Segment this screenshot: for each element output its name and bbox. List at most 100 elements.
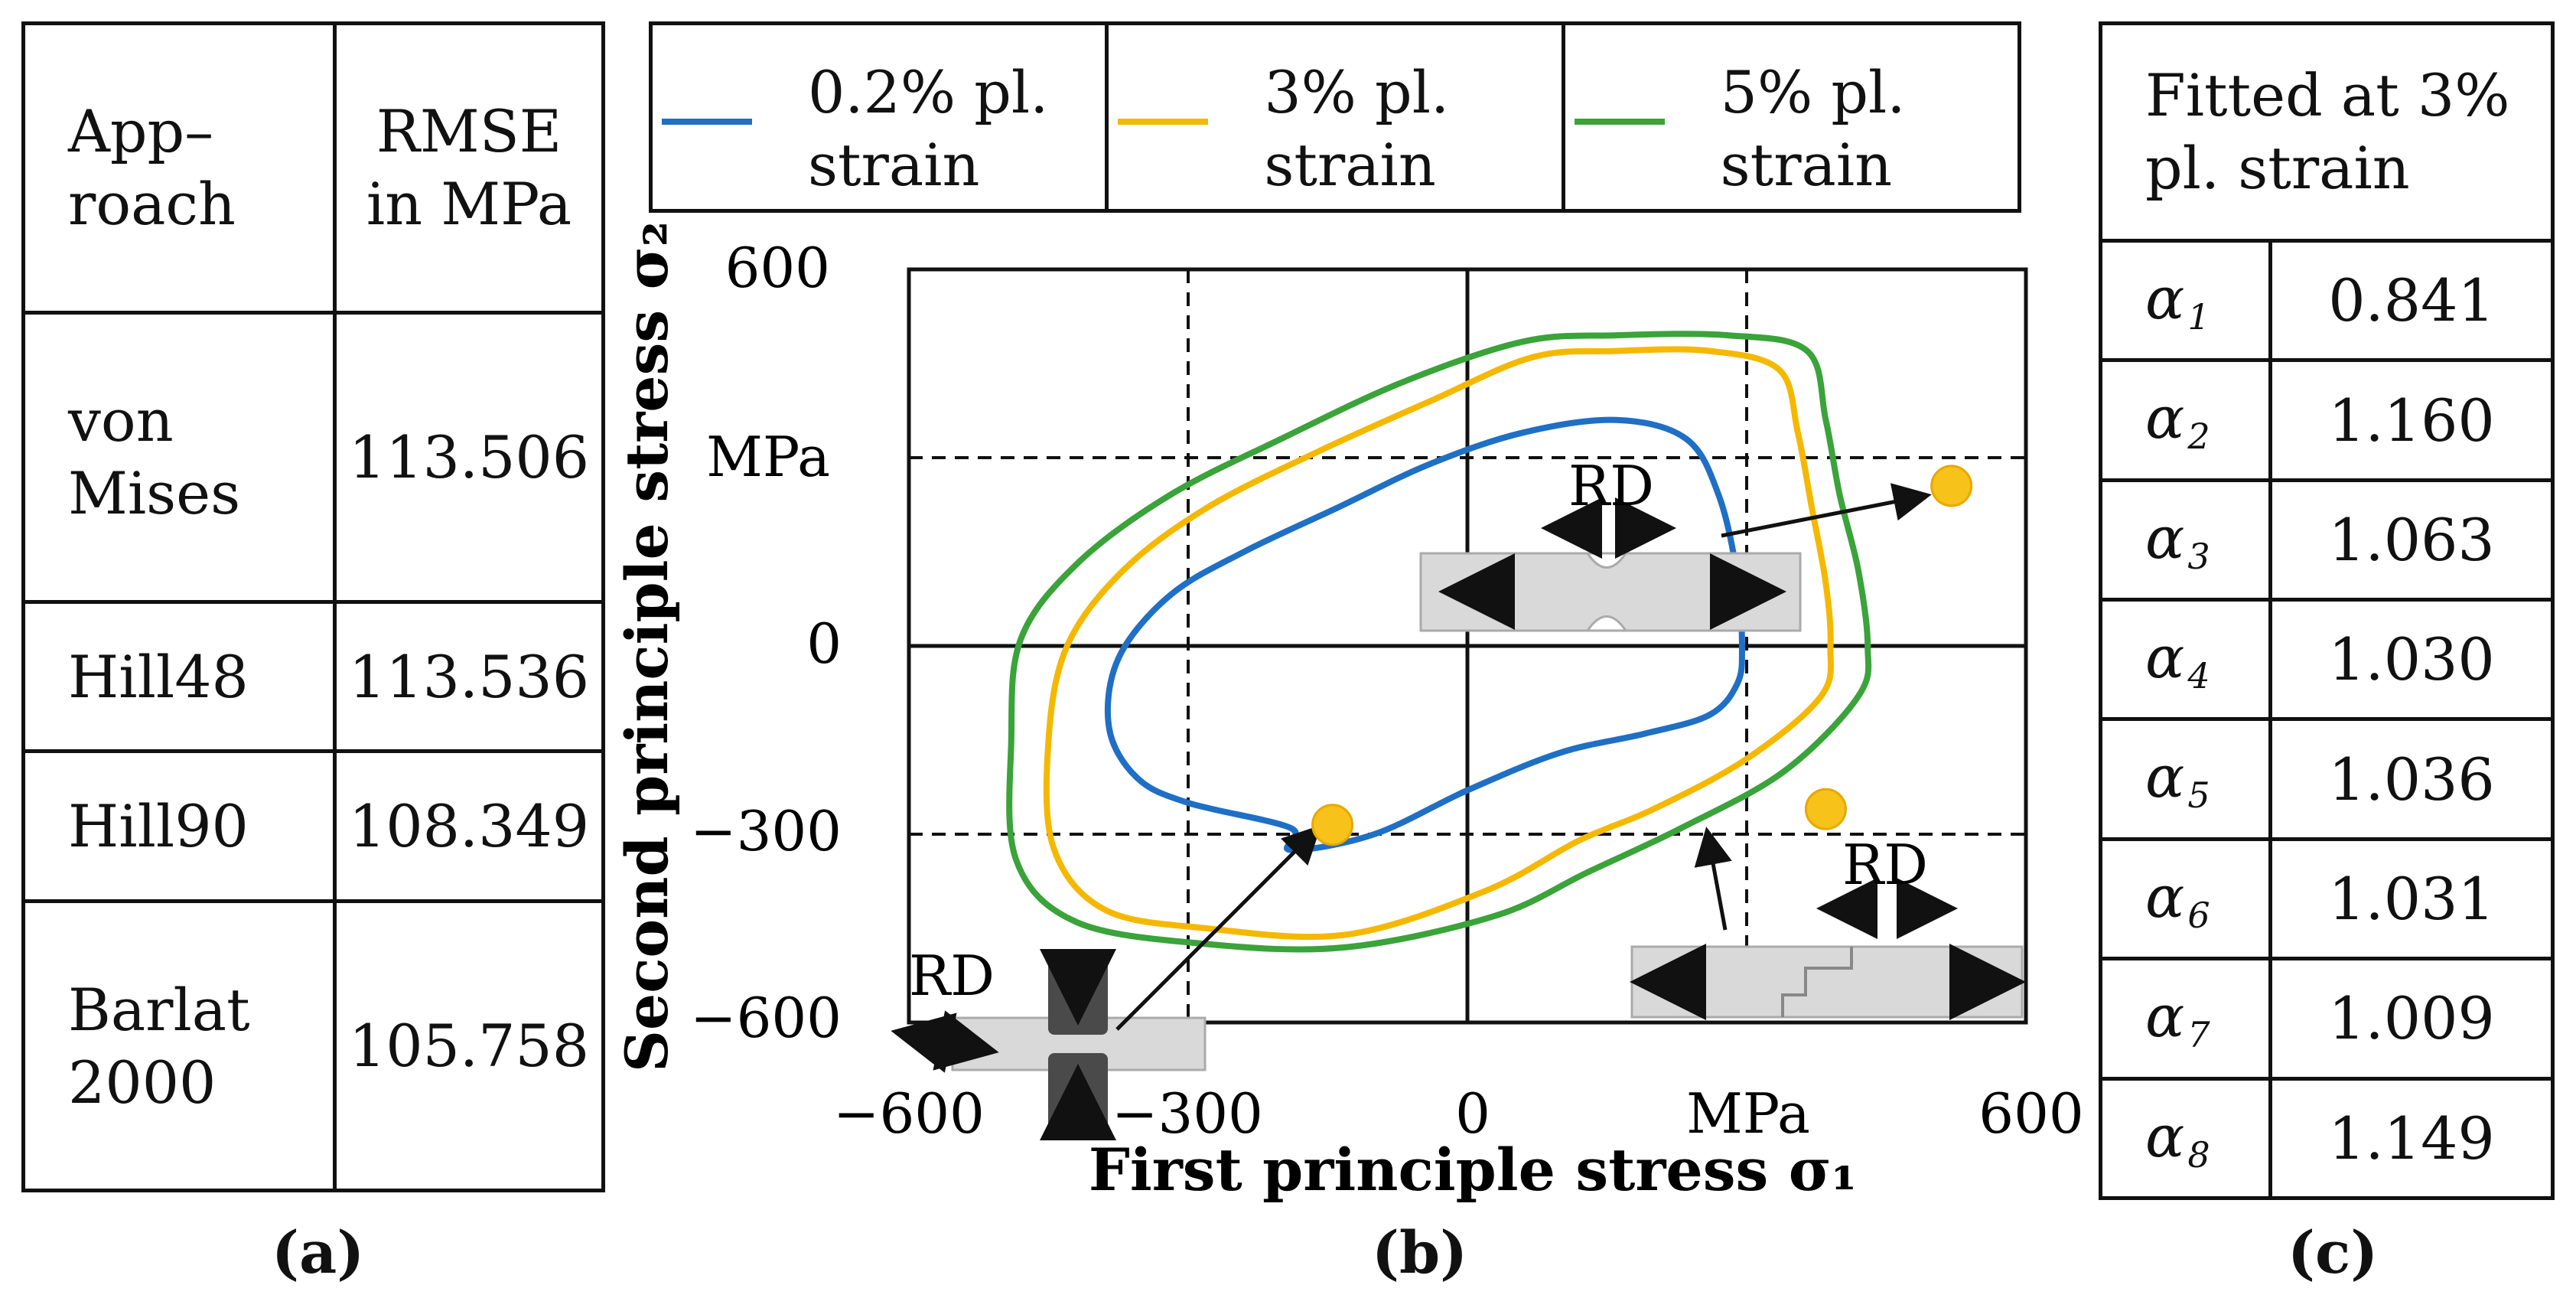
- x-tick-label: −600: [833, 1081, 985, 1146]
- y-tick-label: −600: [690, 986, 842, 1050]
- table-row: α2 1.160: [2099, 358, 2555, 482]
- alpha-index: 4: [2187, 655, 2210, 696]
- alpha-table-header: Fitted at 3% pl. strain: [2099, 21, 2555, 243]
- table-row: α4 1.030: [2099, 598, 2555, 722]
- alpha-glyph: α: [2145, 1101, 2185, 1170]
- y-axis-title: Second principle stress σ₂: [613, 221, 681, 1072]
- alpha-index: 8: [2187, 1133, 2210, 1176]
- alpha-value: 1.031: [2268, 837, 2555, 961]
- alpha-value: 1.030: [2268, 598, 2555, 722]
- alpha-glyph: α: [2145, 503, 2185, 572]
- panel-label-b: (b): [1372, 1218, 1468, 1287]
- yield-curve-0.2-strain: [1104, 416, 1745, 853]
- approach-line2: 2000: [68, 1048, 217, 1117]
- table-row: α6 1.031: [2099, 837, 2555, 961]
- x-axis-title: First principle stress σ₁: [1089, 1136, 1857, 1204]
- rmse-cell: 108.349: [333, 749, 605, 904]
- compression-specimen-sketch: RD: [891, 944, 1207, 1140]
- chart-legend: 0.2% pl. strain 3% pl. strain 5% pl. str…: [649, 21, 2021, 213]
- alpha-value: 1.063: [2268, 478, 2555, 602]
- alpha-value: 1.160: [2268, 358, 2555, 482]
- legend-label-line2: strain: [1264, 131, 1436, 199]
- experimental-point: [1311, 804, 1354, 846]
- legend-label-line2: strain: [1720, 131, 1893, 199]
- alpha-symbol: α3: [2099, 478, 2272, 602]
- rmse-cell: 113.506: [333, 310, 605, 604]
- y-tick-label: −300: [690, 799, 842, 863]
- legend-item-0.2-strain: 0.2% pl. strain: [653, 25, 1109, 209]
- table-row: App– roach RMSE in MPa: [21, 21, 605, 315]
- alpha-index: 6: [2187, 894, 2210, 936]
- legend-swatch-blue: [662, 119, 752, 125]
- approach-line1: Hill48: [68, 642, 249, 711]
- approach-header-line2: roach: [68, 170, 236, 239]
- alpha-symbol: α4: [2099, 598, 2272, 722]
- legend-swatch-green: [1574, 119, 1665, 125]
- yield-curve-5-strain: [1006, 331, 1872, 953]
- alpha-index: 3: [2187, 535, 2210, 577]
- legend-item-3-strain: 3% pl. strain: [1109, 25, 1565, 209]
- alpha-glyph: α: [2145, 263, 2185, 332]
- table-row: von Mises 113.506: [21, 310, 605, 604]
- alpha-glyph: α: [2145, 623, 2185, 691]
- rmse-header: RMSE in MPa: [333, 21, 605, 315]
- table-row: α1 0.841: [2099, 238, 2555, 363]
- legend-label-line1: 3% pl.: [1264, 58, 1450, 126]
- annotation-arrow: [1694, 827, 1732, 931]
- alpha-symbol: α6: [2099, 837, 2272, 961]
- alpha-index: 7: [2187, 1014, 2210, 1056]
- shear-specimen-sketch: RD: [1630, 833, 2026, 1020]
- alpha-symbol: α1: [2099, 238, 2272, 363]
- legend-swatch-yellow: [1118, 119, 1209, 125]
- yield-curves: [1006, 331, 1872, 953]
- yield-curve-3-strain: [1043, 346, 1835, 941]
- legend-label: 3% pl. strain: [1264, 56, 1449, 201]
- alpha-symbol: α7: [2099, 957, 2272, 1081]
- panel-label-a: (a): [272, 1218, 365, 1287]
- rd-label: RD: [909, 944, 995, 1008]
- table-row: Hill48 113.536: [21, 599, 605, 754]
- x-tick-label: −300: [1112, 1081, 1263, 1146]
- alpha-glyph: α: [2145, 742, 2185, 811]
- alpha-value: 0.841: [2268, 238, 2555, 363]
- table-row: Hill90 108.349: [21, 749, 605, 904]
- plot-grid: [907, 267, 2028, 1025]
- alpha-symbol: α5: [2099, 717, 2272, 841]
- rmse-cell: 113.536: [333, 599, 605, 754]
- alpha-index: 1: [2187, 295, 2210, 338]
- rmse-header-line2: in MPa: [366, 170, 572, 239]
- legend-label: 5% pl. strain: [1721, 56, 1906, 201]
- rd-label: RD: [1842, 833, 1928, 897]
- alpha-symbol: α8: [2099, 1076, 2272, 1201]
- alpha-value: 1.009: [2268, 957, 2555, 1081]
- y-tick-label: 600: [725, 236, 830, 300]
- approach-cell: Hill48: [21, 599, 337, 754]
- alpha-glyph: α: [2145, 383, 2185, 452]
- approach-line1: Barlat: [68, 975, 250, 1044]
- approach-cell: Barlat 2000: [21, 899, 337, 1192]
- tension-specimen-sketch: RD: [1419, 454, 1802, 632]
- y-axis-unit: MPa: [706, 425, 830, 489]
- approach-line2: Mises: [68, 459, 241, 528]
- panel-label-c: (c): [2288, 1218, 2379, 1287]
- approach-header: App– roach: [21, 21, 337, 315]
- alpha-symbol: α2: [2099, 358, 2272, 482]
- experimental-points: [1311, 465, 1973, 846]
- x-tick-label: 600: [1978, 1081, 2083, 1146]
- x-tick-label: 0: [1455, 1081, 1490, 1146]
- table-row: α8 1.149: [2099, 1076, 2555, 1201]
- table-row: α5 1.036: [2099, 717, 2555, 841]
- approach-line1: von: [68, 386, 174, 455]
- rmse-header-line1: RMSE: [376, 97, 562, 166]
- header-line2: pl. strain: [2145, 134, 2410, 203]
- alpha-table: Fitted at 3% pl. strain α1 0.841 α2 1.160 …: [2099, 21, 2555, 1201]
- alpha-value: 1.036: [2268, 717, 2555, 841]
- header-line1: Fitted at 3%: [2145, 61, 2510, 130]
- alpha-index: 5: [2187, 775, 2210, 817]
- alpha-glyph: α: [2145, 982, 2185, 1051]
- approach-cell: Hill90: [21, 749, 337, 904]
- rd-label: RD: [1568, 454, 1654, 518]
- approach-cell: von Mises: [21, 310, 337, 604]
- legend-label-line1: 5% pl.: [1720, 58, 1906, 126]
